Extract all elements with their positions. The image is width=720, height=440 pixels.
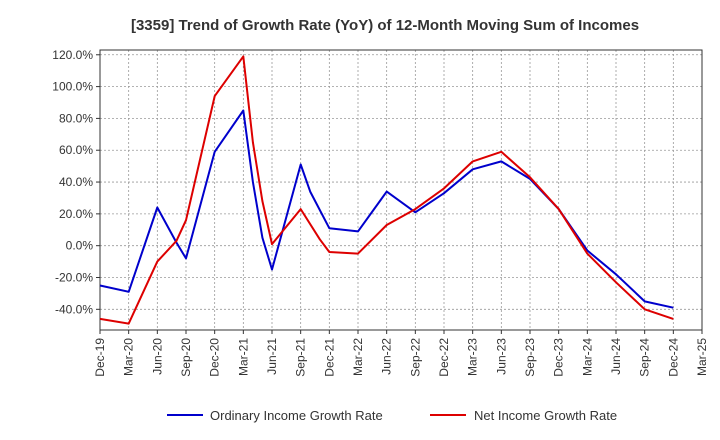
y-tick-label: -20.0%: [55, 271, 93, 285]
x-tick-label: Jun-21: [265, 338, 279, 375]
y-tick-label: 40.0%: [59, 175, 93, 189]
x-tick-label: Dec-21: [322, 338, 336, 377]
x-tick-label: Dec-23: [552, 338, 566, 377]
x-tick-label: Sep-23: [523, 338, 537, 377]
x-tick-label: Dec-20: [208, 338, 222, 377]
y-tick-label: 0.0%: [66, 239, 94, 253]
x-tick-label: Mar-25: [695, 338, 709, 376]
x-tick-label: Jun-23: [494, 338, 508, 375]
y-tick-label: 60.0%: [59, 143, 93, 157]
y-axis-ticks: -40.0% -20.0% 0.0% 20.0% 40.0% 60.0% 80.0% 100.…: [52, 48, 100, 316]
y-tick-label: 100.0%: [52, 80, 93, 94]
chart-title: [3359] Trend of Growth Rate (YoY) of 12-…: [131, 17, 639, 34]
plot-frame: [99, 49, 703, 331]
y-tick-label: 120.0%: [52, 48, 93, 62]
x-tick-label: Sep-20: [179, 338, 193, 377]
x-tick-label: Dec-19: [93, 338, 107, 377]
x-tick-label: Sep-22: [408, 338, 422, 377]
x-tick-label: Mar-24: [580, 338, 594, 376]
legend: Ordinary Income Growth Rate Net Income G…: [167, 408, 617, 423]
x-tick-label: Sep-24: [638, 338, 652, 377]
x-tick-label: Mar-22: [351, 338, 365, 376]
x-tick-label: Jun-22: [380, 338, 394, 375]
x-tick-label: Jun-24: [609, 338, 623, 375]
series-line-net-income: [99, 55, 674, 325]
legend-label-net: Net Income Growth Rate: [474, 408, 617, 423]
y-tick-label: 80.0%: [59, 111, 93, 125]
x-tick-label: Dec-24: [666, 338, 680, 377]
y-tick-label: -40.0%: [55, 302, 93, 316]
x-tick-label: Mar-21: [236, 338, 250, 376]
grid-lines: [99, 50, 703, 330]
y-tick-label: 20.0%: [59, 207, 93, 221]
series-lines: [99, 55, 674, 325]
x-tick-label: Sep-21: [294, 338, 308, 377]
x-tick-label: Mar-23: [466, 338, 480, 376]
x-axis-ticks: Dec-19 Mar-20 Jun-20 Sep-20 Dec-20 Mar-21 Jun-…: [93, 330, 709, 377]
x-tick-label: Dec-22: [437, 338, 451, 377]
x-tick-label: Mar-20: [122, 338, 136, 376]
x-tick-label: Jun-20: [150, 338, 164, 375]
legend-label-ordinary: Ordinary Income Growth Rate: [210, 408, 383, 423]
